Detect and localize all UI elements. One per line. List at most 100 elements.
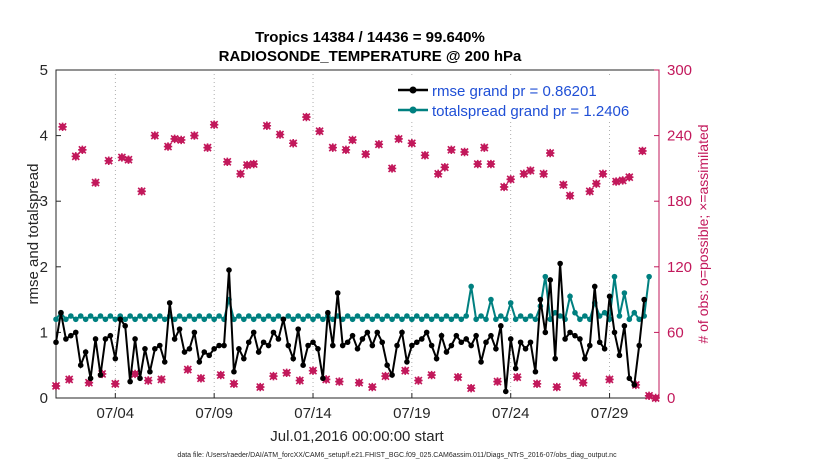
x-tick-label: 07/19	[393, 405, 431, 422]
rmse-point	[493, 346, 499, 352]
rmse-point	[527, 339, 534, 346]
rmse-point	[433, 355, 440, 362]
y-axis-label-right: # of obs: o=possible; ×=assimilated	[695, 124, 711, 343]
rmse-point	[404, 359, 410, 365]
rmse-point	[557, 260, 563, 267]
obs-assimilated-marker	[506, 175, 515, 184]
rmse-point	[591, 283, 598, 290]
obs-assimilated-marker	[71, 152, 80, 161]
rmse-point	[68, 332, 74, 339]
obs-assimilated-marker	[78, 145, 87, 155]
rmse-point	[488, 332, 494, 339]
rmse-series	[53, 260, 647, 395]
obs-assimilated-marker	[499, 182, 509, 192]
totalspread-point	[260, 316, 267, 323]
totalspread-point	[122, 316, 128, 323]
totalspread-series	[53, 273, 652, 323]
rmse-point	[122, 323, 128, 329]
totalspread-point	[92, 316, 99, 323]
rmse-point	[285, 342, 292, 349]
rmse-point	[349, 332, 356, 339]
rmse-point	[587, 342, 593, 349]
totalspread-point	[577, 316, 583, 323]
obs-assimilated-marker	[625, 172, 634, 182]
totalspread-point	[498, 313, 504, 319]
left-tick-label: 4	[40, 128, 48, 145]
obs-assimilated-marker	[282, 368, 291, 378]
obs-assimilated-marker	[638, 146, 647, 156]
obs-assimilated-marker	[289, 139, 298, 148]
data-file-footnote: data file: /Users/raeder/DAI/ATM_forcXX/…	[177, 452, 617, 459]
rmse-point	[92, 336, 99, 342]
rmse-point	[280, 316, 287, 323]
rmse-point	[478, 359, 484, 365]
obs-assimilated-marker	[170, 134, 179, 144]
x-tick-label: 07/24	[492, 405, 530, 422]
rmse-point	[359, 336, 366, 342]
totalspread-point	[488, 296, 494, 303]
totalspread-point	[216, 313, 222, 319]
obs-assimilated-marker	[209, 120, 219, 129]
obs-assimilated-marker	[229, 379, 239, 388]
totalspread-point	[107, 313, 114, 319]
right-tick-label: 0	[667, 390, 675, 407]
legend-box	[380, 78, 656, 120]
rmse-point	[354, 346, 361, 352]
rmse-point	[582, 355, 588, 362]
totalspread-point	[72, 316, 79, 323]
obs-assimilated-marker	[618, 176, 627, 185]
rmse-line	[55, 263, 646, 392]
totalspread-point	[414, 313, 420, 319]
plot-area	[55, 69, 660, 399]
totalspread-point	[502, 316, 509, 323]
obs-assimilated-marker	[58, 122, 67, 132]
rmse-point	[275, 336, 282, 342]
x-tick-label: 07/09	[195, 405, 233, 422]
totalspread-point	[646, 273, 652, 280]
rmse-point	[147, 368, 153, 375]
rmse-point	[221, 342, 227, 349]
obs-assimilated-marker	[598, 169, 608, 179]
obs-assimilated-marker	[130, 369, 140, 379]
totalspread-point	[626, 316, 633, 323]
totalspread-point	[631, 309, 638, 316]
legend-spread-marker	[409, 106, 417, 114]
totalspread-point	[369, 316, 376, 323]
obs-assimilated-marker	[486, 159, 496, 169]
right-tick-label: 300	[667, 62, 692, 79]
obs-assimilated-marker	[144, 376, 153, 385]
totalspread-point	[458, 316, 465, 323]
rmse-point	[295, 326, 301, 332]
obs-assimilated-marker	[183, 365, 192, 374]
obs-assimilated-marker	[111, 379, 120, 388]
totalspread-point	[191, 316, 198, 323]
right-axis-ticks: 0 60 120 180 240 300	[654, 62, 692, 407]
rmse-point	[572, 332, 578, 339]
legend-spread-label: totalspread grand pr = 1.2406	[432, 103, 629, 120]
totalspread-point	[507, 300, 514, 306]
rmse-point	[517, 339, 524, 346]
totalspread-point	[186, 313, 193, 319]
rmse-point	[626, 375, 633, 382]
rmse-point	[87, 375, 94, 382]
totalspread-point	[250, 316, 257, 323]
obs-assimilated-marker	[539, 169, 548, 179]
totalspread-point	[320, 316, 326, 323]
rmse-point	[137, 375, 143, 382]
obs-assimilated-marker	[84, 378, 94, 387]
obs-assimilated-marker	[592, 179, 601, 188]
legend-rmse-label: rmse grand pr = 0.86201	[432, 83, 597, 100]
obs-assimilated-marker	[348, 135, 357, 145]
rmse-point	[72, 329, 79, 336]
obs-assimilated-marker	[361, 149, 370, 159]
rmse-point	[507, 336, 514, 342]
totalspread-point	[171, 316, 178, 323]
obs-assimilated-marker	[559, 180, 568, 189]
totalspread-point	[275, 313, 282, 319]
rmse-point	[428, 342, 435, 349]
obs-assimilated-marker	[407, 139, 417, 148]
totalspread-point	[201, 316, 208, 323]
rmse-point	[532, 368, 539, 375]
totalspread-point	[448, 316, 455, 323]
